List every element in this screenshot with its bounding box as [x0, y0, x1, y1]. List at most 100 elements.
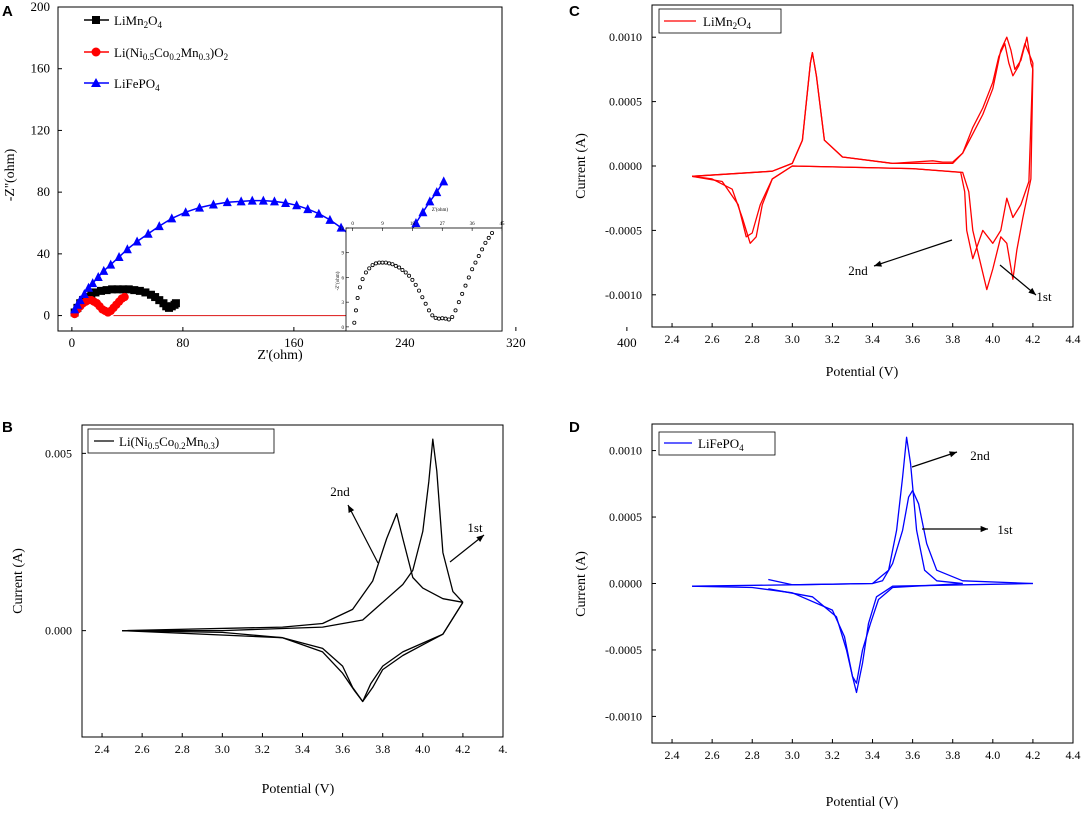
data-point-triangle [269, 196, 279, 206]
panel-d-ytick-label: -0.0010 [605, 709, 642, 723]
data-point-square [119, 285, 128, 294]
inset-xlabel: Z'(ohm) [432, 208, 449, 213]
panel-d-2nd-cathodic [768, 582, 963, 684]
panel-d-1st-anodic [692, 489, 1033, 587]
panel-a-xtick-label: 80 [176, 335, 189, 350]
inset-data-point [446, 317, 451, 322]
data-point-square [87, 289, 96, 298]
inset-data-point [370, 263, 375, 268]
data-point-square [113, 285, 122, 294]
panel-a-xtick-label: 160 [284, 335, 304, 350]
legend-label-lfp: LiFePO4 [114, 76, 160, 93]
panel-d-ytick-label: 0.0010 [609, 444, 642, 458]
panel-c-xtick-label: 2.6 [705, 332, 720, 346]
panel-b-ytick-label: 0.005 [45, 446, 72, 460]
panel-b-xtick-label: 4.2 [455, 742, 470, 756]
data-point-triangle [106, 259, 116, 269]
panel-d-xtick-label: 3.0 [785, 748, 800, 762]
arrow-2nd [873, 239, 953, 267]
panel-a-ytick-label: 160 [31, 61, 51, 76]
panel-d-xtick-label: 4.0 [985, 748, 1000, 762]
inset-data-point [397, 265, 402, 270]
inset-data-point [483, 240, 488, 245]
legend-marker-nmc [91, 47, 101, 57]
panel-b-xtick-label: 4.0 [415, 742, 430, 756]
panel-d-ytick-label: 0.0005 [609, 510, 642, 524]
panel-c-ytick-label: -0.0005 [605, 223, 642, 237]
data-point-triangle [79, 288, 89, 298]
inset-xtick-label: 18 [410, 222, 416, 227]
data-point-triangle [336, 222, 346, 232]
annotation-1st: 1st [997, 522, 1013, 537]
inset-data-point [407, 273, 412, 278]
panel-b-xtick-label: 2.6 [135, 742, 150, 756]
panel-c-xtick-label: 3.6 [905, 332, 920, 346]
arrow-1st-head [476, 535, 484, 543]
inset-data-point [430, 313, 435, 318]
arrow-2nd [347, 504, 379, 564]
data-point-square [155, 296, 164, 305]
inset-ytick-label: 6 [342, 276, 345, 281]
panel-b-xtick-label: 3.8 [375, 742, 390, 756]
legend-label-c: LiMn2O4 [703, 14, 752, 31]
panel-c-xtick-label: 3.4 [865, 332, 880, 346]
inset-data-point [453, 308, 458, 313]
panel-b-1st-cathodic [122, 601, 464, 703]
panel-a-ylabel: -Z''(ohm) [3, 148, 18, 201]
annotation-1st: 1st [1036, 289, 1052, 304]
data-point-triangle [75, 295, 85, 305]
inset-data-point [363, 270, 368, 275]
panel-c-ytick-label: 0.0005 [609, 95, 642, 109]
panel-b-frame [81, 424, 504, 738]
data-point-square [102, 286, 111, 295]
panel-d-ylabel: Current (A) [574, 551, 589, 617]
panel-letter-c: C [569, 3, 580, 20]
data-point-triangle [418, 207, 428, 217]
data-point-triangle [258, 195, 268, 205]
data-point-triangle [93, 272, 103, 281]
inset-ytick-label: 12 [339, 227, 345, 232]
data-point-triangle [72, 299, 82, 309]
data-point-square [151, 293, 160, 302]
panel-d-xtick-label: 2.4 [665, 748, 680, 762]
legend-marker-limn2o4 [92, 16, 100, 24]
data-point-square [91, 288, 100, 297]
panel-b-1st-anodic [122, 438, 464, 632]
annotation-1st: 1st [467, 520, 483, 535]
inset-data-point [420, 295, 425, 300]
panel-c-xtick-label: 4.4 [1066, 332, 1081, 346]
annotation-2nd: 2nd [970, 448, 990, 463]
legend-marker-lfp [91, 78, 101, 87]
legend-label-d: LiFePO4 [698, 436, 744, 453]
inset-data-point [426, 308, 431, 313]
legend-label-b: Li(Ni0.5Co0.2Mn0.3) [119, 434, 219, 451]
inset-data-point [352, 320, 357, 325]
panel-c-xlabel: Potential (V) [826, 365, 899, 380]
inset-data-point [390, 262, 395, 267]
panel-c-xtick-label: 3.0 [785, 332, 800, 346]
panel-a-ytick-label: 0 [44, 308, 51, 323]
inset-data-point [466, 275, 471, 280]
panel-b-2nd-cathodic [122, 601, 464, 703]
panel-a-ytick-label: 120 [31, 122, 51, 137]
panel-b-xtick-label: 3.6 [335, 742, 350, 756]
inset-data-point [486, 235, 491, 240]
panel-b-xtick-label: 3.0 [215, 742, 230, 756]
panel-c-xtick-label: 2.8 [745, 332, 760, 346]
panel-b-xtick-label: 4. [499, 742, 508, 756]
panel-d-xtick-label: 3.6 [905, 748, 920, 762]
panel-a-xtick-label: 400 [617, 335, 637, 350]
panel-c-frame [651, 4, 1074, 328]
inset-data-point [410, 277, 415, 282]
annotation-2nd: 2nd [848, 263, 868, 278]
inset-data-point [470, 267, 475, 272]
data-point-triangle [292, 200, 302, 210]
panel-d-xtick-label: 2.6 [705, 748, 720, 762]
inset-ytick-label: 3 [342, 301, 345, 306]
inset-data-point [480, 247, 485, 252]
data-point-triangle [114, 251, 124, 261]
data-point-triangle [222, 197, 232, 207]
legend-label-nmc: Li(Ni0.5Co0.2Mn0.3)O2 [114, 45, 228, 62]
inset-data-point [353, 308, 358, 313]
